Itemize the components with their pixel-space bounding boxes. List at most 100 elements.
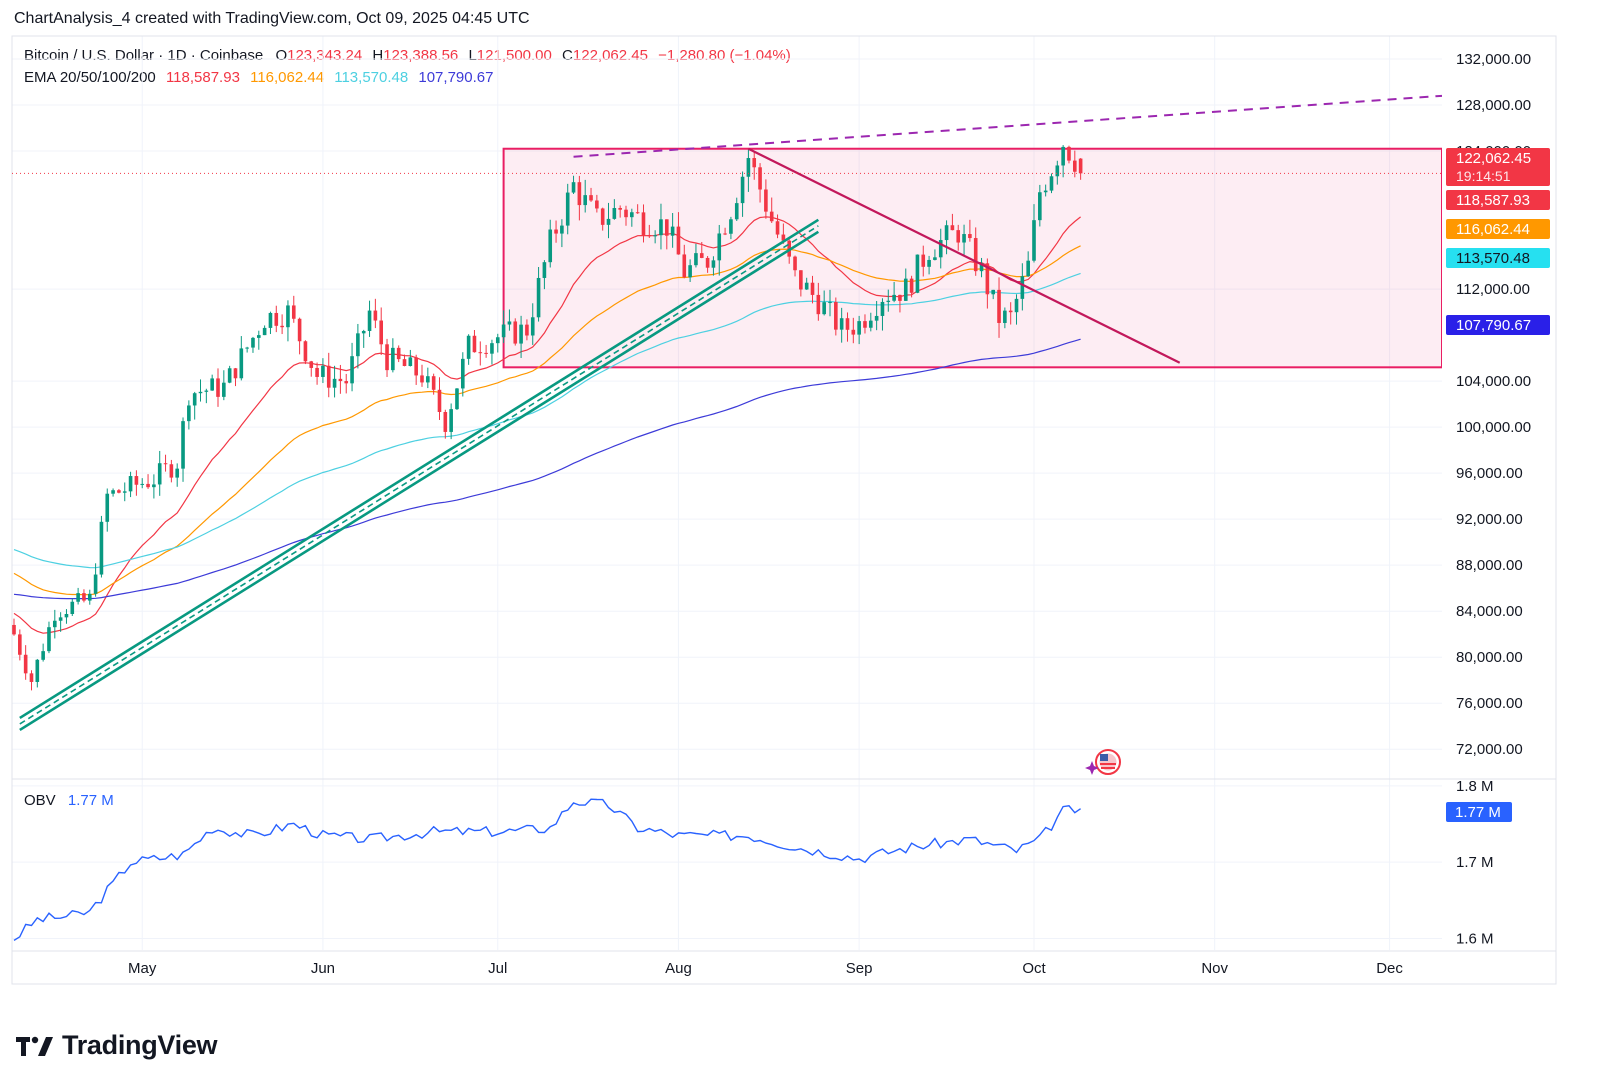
candle-body bbox=[670, 226, 675, 236]
candle-body bbox=[630, 212, 634, 218]
candle bbox=[426, 367, 430, 389]
candle bbox=[752, 152, 757, 180]
candle-body bbox=[268, 312, 273, 328]
price-axis[interactable]: 132,000.00128,000.00124,000.00112,000.00… bbox=[1456, 51, 1531, 758]
candle bbox=[198, 379, 203, 402]
candle-body bbox=[892, 294, 896, 301]
candle-body bbox=[565, 192, 570, 226]
candle bbox=[309, 360, 314, 377]
candle bbox=[874, 300, 879, 331]
obv-axis-tick-label: 1.8 M bbox=[1456, 778, 1494, 795]
candle bbox=[420, 364, 424, 387]
time-axis-tick-label: Sep bbox=[846, 960, 873, 977]
candle bbox=[391, 338, 395, 373]
candle-body bbox=[595, 200, 599, 209]
candle-body bbox=[163, 463, 168, 465]
candle bbox=[431, 373, 436, 395]
time-axis[interactable]: May Jun Jul Aug Sep Oct Nov Dec bbox=[128, 960, 1403, 977]
obv-pane[interactable] bbox=[13, 798, 1081, 941]
candle bbox=[606, 202, 611, 239]
close-value: 122,062.45 bbox=[572, 47, 648, 64]
candle-body bbox=[146, 483, 150, 488]
candle-body bbox=[169, 464, 174, 478]
candle-body bbox=[600, 208, 605, 225]
candle bbox=[1032, 204, 1036, 263]
candle-body bbox=[845, 318, 850, 330]
candle-body bbox=[1067, 146, 1071, 161]
price-axis-tick-label: 132,000.00 bbox=[1456, 51, 1531, 68]
ema50-tag-text: 116,062.44 bbox=[1456, 221, 1530, 238]
candle bbox=[262, 325, 267, 336]
resistance-dashed-line bbox=[573, 94, 1442, 158]
candle bbox=[717, 224, 722, 276]
candle bbox=[58, 612, 63, 632]
price-axis-tick-label: 100,000.00 bbox=[1456, 419, 1531, 436]
ema-legend: EMA 20/50/100/200 118,587.93 116,062.44 … bbox=[24, 69, 493, 86]
obv-axis[interactable]: 1.8 M 1.7 M 1.6 M bbox=[1456, 778, 1494, 948]
candle-body bbox=[863, 321, 867, 328]
price-axis-tick-label: 128,000.00 bbox=[1456, 97, 1531, 114]
candle-body bbox=[1014, 298, 1019, 313]
candle-body bbox=[991, 289, 996, 295]
candle bbox=[157, 450, 162, 496]
candle-body bbox=[694, 253, 698, 266]
candle bbox=[1003, 307, 1007, 329]
candle-body bbox=[764, 189, 768, 212]
candle-body bbox=[944, 225, 949, 241]
price-chart[interactable]: 132,000.00128,000.00124,000.00112,000.00… bbox=[0, 0, 1600, 1000]
time-axis-tick-label: Aug bbox=[665, 960, 692, 977]
candle-body bbox=[583, 195, 588, 206]
candle bbox=[525, 319, 529, 341]
candle bbox=[705, 256, 710, 273]
candle-body bbox=[554, 229, 558, 234]
candle-body bbox=[495, 337, 500, 344]
candle bbox=[326, 352, 331, 398]
descending-trendline bbox=[747, 147, 1181, 364]
candle bbox=[816, 282, 821, 321]
candle bbox=[1078, 158, 1083, 180]
candle bbox=[542, 260, 547, 290]
candle bbox=[1043, 184, 1048, 197]
candle bbox=[810, 275, 815, 304]
candle bbox=[769, 197, 774, 223]
candle-body bbox=[979, 263, 984, 272]
candle-body bbox=[927, 259, 931, 267]
candle bbox=[501, 310, 506, 343]
candle bbox=[839, 307, 844, 343]
candle-body bbox=[1055, 165, 1060, 177]
candle bbox=[530, 303, 535, 345]
candle bbox=[962, 224, 966, 255]
obv-tag bbox=[1446, 802, 1512, 822]
candle bbox=[938, 228, 943, 269]
candle-body bbox=[723, 233, 727, 235]
candle-body bbox=[589, 195, 593, 201]
candle-body bbox=[1078, 158, 1083, 174]
candle-body bbox=[560, 225, 564, 234]
us-flag-event-icon[interactable] bbox=[1085, 749, 1121, 775]
candle bbox=[892, 281, 896, 303]
candle bbox=[192, 391, 197, 420]
candle bbox=[676, 212, 681, 255]
obv-axis-tick-label: 1.7 M bbox=[1456, 854, 1494, 871]
candle-body bbox=[933, 257, 937, 260]
candle-body bbox=[490, 343, 494, 354]
candle bbox=[723, 227, 727, 236]
tradingview-logo[interactable]: TradingView bbox=[16, 1030, 218, 1061]
ema20-tag bbox=[1446, 190, 1550, 210]
ema20-value: 118,587.93 bbox=[165, 69, 240, 86]
candle-body bbox=[799, 270, 803, 290]
countdown-tag-text: 19:14:51 bbox=[1456, 168, 1511, 184]
obv-legend: OBV 1.77 M bbox=[24, 792, 114, 809]
candle-body bbox=[834, 302, 838, 330]
candle bbox=[210, 374, 214, 391]
ema100-value: 113,570.48 bbox=[334, 69, 409, 86]
candle bbox=[321, 358, 325, 384]
candle-body bbox=[612, 207, 617, 219]
candle bbox=[758, 163, 762, 203]
candle-body bbox=[291, 305, 296, 319]
candles-layer[interactable] bbox=[12, 145, 1083, 691]
candle bbox=[373, 298, 378, 329]
candle bbox=[560, 219, 564, 248]
candle-body bbox=[356, 333, 360, 357]
candle bbox=[396, 345, 401, 363]
